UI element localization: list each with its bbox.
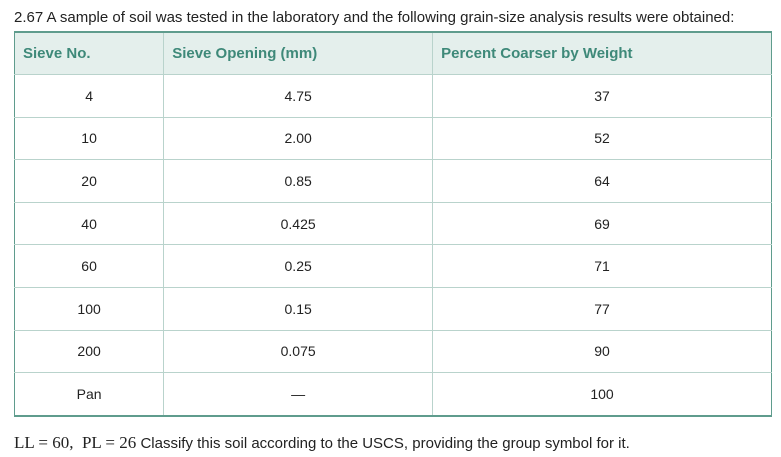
table-cell: 100 [13, 286, 165, 331]
table-cell: Pan [13, 372, 165, 417]
column-header: Percent Coarser by Weight [432, 31, 772, 75]
table-row: Pan —100 [13, 372, 772, 417]
table-row: 40 0.425 69 [13, 201, 772, 246]
table-cell: 37 [432, 74, 772, 118]
table-cell: — [163, 372, 434, 417]
table-row: 4 4.75 37 [13, 74, 772, 118]
table-body: 4 4.75 37 10 2.00 52 20 0.85 64 40 0.425 69 60 0.25 71… [13, 74, 772, 417]
table-cell: 0.85 [163, 159, 434, 203]
sieve-table: Sieve No. Sieve Opening (mm) Percent Coars… [13, 31, 772, 417]
header-row: Sieve No. Sieve Opening (mm) Percent Coars… [13, 31, 772, 75]
table-cell: 90 [432, 329, 772, 374]
table-cell: 0.15 [163, 286, 434, 331]
table-cell: 64 [432, 159, 772, 203]
intro-text: 2.67 A sample of soil was tested in the … [14, 9, 735, 26]
column-header: Sieve Opening (mm) [163, 31, 434, 75]
column-header: Sieve No. [13, 31, 165, 75]
table-cell: 40 [13, 201, 165, 246]
limits-math: LL = 60, PL = 26 [14, 433, 137, 452]
table-row: 200 0.075 90 [13, 329, 772, 374]
table-head: Sieve No. Sieve Opening (mm) Percent Coars… [13, 31, 772, 75]
table-cell: 200 [13, 329, 165, 374]
footer: LL = 60, PL = 26 Classify this soil acco… [14, 433, 630, 453]
table-cell: 0.25 [163, 244, 434, 288]
table-row: 20 0.85 64 [13, 159, 772, 203]
table-cell: 10 [13, 116, 165, 161]
table-cell: 20 [13, 159, 165, 203]
table-cell: 69 [432, 201, 772, 246]
table-row: 100 0.15 77 [13, 286, 772, 331]
table-cell: 4 [13, 74, 165, 118]
table-cell: 100 [432, 372, 772, 417]
table-cell: 0.075 [163, 329, 434, 374]
table-cell: 2.00 [163, 116, 434, 161]
question-text: Classify this soil according to the USCS… [140, 435, 630, 452]
table-cell: 71 [432, 244, 772, 288]
table-cell: 0.425 [163, 201, 434, 246]
table-cell: 4.75 [163, 74, 434, 118]
table-cell: 60 [13, 244, 165, 288]
table-cell: 77 [432, 286, 772, 331]
table-cell: 52 [432, 116, 772, 161]
table-row: 10 2.00 52 [13, 116, 772, 161]
table-row: 60 0.25 71 [13, 244, 772, 288]
